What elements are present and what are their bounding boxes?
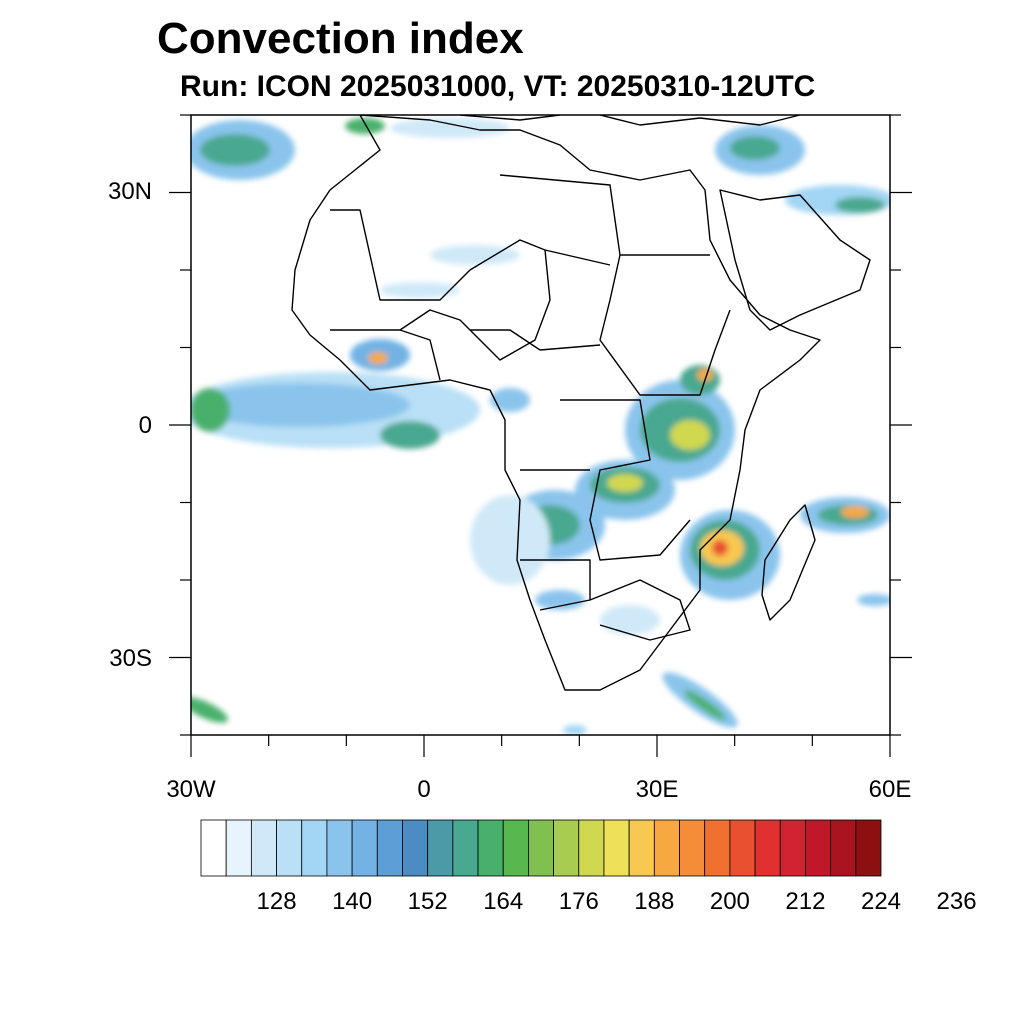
colorbar-box <box>452 819 479 877</box>
colorbar-box <box>779 819 806 877</box>
map-subtitle: Run: ICON 2025031000, VT: 20250310-12UTC <box>180 70 816 103</box>
lon-label-60e: 60E <box>868 776 912 803</box>
colorbar-box <box>653 819 680 877</box>
colorbar-label: 188 <box>634 888 675 915</box>
colorbar-box <box>225 819 252 877</box>
colorbar-box <box>200 819 227 877</box>
lat-label-30s: 30S <box>109 645 152 672</box>
colorbar-box <box>502 819 529 877</box>
colorbar-box <box>376 819 403 877</box>
colorbar-box <box>427 819 454 877</box>
colorbar-label: 128 <box>256 888 297 915</box>
lat-label-30n: 30N <box>107 178 152 205</box>
lon-label-0: 0 <box>417 776 431 803</box>
colorbar-box <box>301 819 328 877</box>
colorbar-label: 212 <box>785 888 826 915</box>
map-title: Convection index <box>157 14 524 63</box>
lat-label-0: 0 <box>138 412 152 439</box>
colorbar-box <box>326 819 353 877</box>
colorbar-box <box>754 819 781 877</box>
colorbar-box <box>628 819 655 877</box>
colorbar-box <box>528 819 554 877</box>
colorbar-box <box>729 819 756 877</box>
colorbar-box <box>553 819 580 877</box>
colorbar-label: 200 <box>709 888 750 915</box>
colorbar-label: 176 <box>558 888 599 915</box>
colorbar-label: 164 <box>483 888 524 915</box>
colorbar-box <box>855 819 882 877</box>
convection-field <box>191 118 890 735</box>
colorbar-box <box>276 819 303 877</box>
colorbar-box <box>250 819 277 877</box>
colorbar-box <box>477 819 504 877</box>
lon-label-30w: 30W <box>166 776 216 803</box>
colorbar-box <box>830 819 857 877</box>
colorbar-box <box>351 819 378 877</box>
colorbar-box <box>603 819 630 877</box>
coastlines <box>291 115 871 691</box>
colorbar-label: 236 <box>936 888 977 915</box>
colorbar-box <box>805 819 832 877</box>
colorbar-box <box>679 819 706 877</box>
colorbar-box <box>402 819 429 877</box>
colorbar-box <box>704 819 731 877</box>
colorbar-box <box>578 819 605 877</box>
axis-ticks <box>169 114 912 757</box>
lon-label-30e: 30E <box>635 776 679 803</box>
colorbar-label: 140 <box>332 888 373 915</box>
colorbar-label: 152 <box>407 888 448 915</box>
colorbar-label: 224 <box>860 888 902 915</box>
colorbar <box>200 819 882 877</box>
